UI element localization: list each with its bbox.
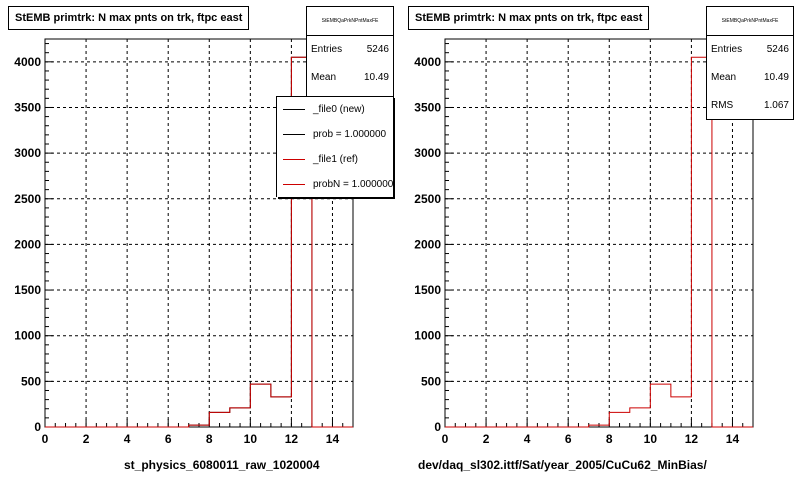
legend-label: probN = 1.000000: [313, 179, 393, 190]
histogram-series: [445, 56, 753, 428]
right-chart-title: StEMB primtrk: N max pnts on trk, ftpc e…: [408, 6, 650, 30]
stats-key: Mean: [311, 72, 337, 83]
y-tick-label: 500: [421, 374, 441, 388]
legend-entry: probN = 1.000000: [277, 172, 393, 197]
y-tick-label: 4000: [414, 55, 441, 69]
legend-entry: _file1 (ref): [277, 147, 393, 172]
stats-value: 5246: [766, 44, 789, 55]
x-tick-label: 14: [726, 432, 740, 446]
x-tick-label: 10: [244, 432, 258, 446]
stats-key: Entries: [711, 44, 743, 55]
legend-label: prob = 1.000000: [313, 129, 387, 140]
y-tick-label: 2500: [414, 192, 441, 206]
legend-box: _file0 (new) prob = 1.000000 _file1 (ref…: [276, 96, 393, 197]
legend-label: _file1 (ref): [313, 154, 359, 165]
x-tick-label: 0: [442, 432, 449, 446]
legend-entry: prob = 1.000000: [277, 122, 393, 147]
x-tick-label: 12: [685, 432, 699, 446]
stats-value: 10.49: [763, 72, 789, 83]
x-tick-label: 8: [606, 432, 613, 446]
x-tick-label: 10: [644, 432, 658, 446]
right-x-axis-label: dev/daq_sl302.ittf/Sat/year_2005/CuCu62_…: [418, 458, 707, 472]
stats-value: 1.067: [763, 100, 789, 111]
right-pad: 0 2 4 6 8 10 12 14 0 500 1000 1500 2000 2500 3000 3500 4…: [400, 0, 800, 480]
y-tick-label: 3500: [414, 100, 441, 114]
y-tick-label: 3000: [14, 146, 41, 160]
x-tick-label: 2: [483, 432, 490, 446]
legend-swatch: [283, 109, 305, 110]
y-tick-label: 0: [34, 420, 41, 434]
right-stats-name: StEMBQaPrkNPntMaxFE: [707, 7, 793, 36]
y-tick-label: 3500: [14, 100, 41, 114]
histogram-series: [45, 56, 353, 428]
x-tick-label: 4: [124, 432, 131, 446]
left-stats-entries: Entries 5246: [307, 36, 393, 64]
left-stats-name: StEMBQaPrkNPntMaxFE: [307, 7, 393, 36]
left-pad: 0 2 4 6 8 10 12 14 0 500 1000 1500 2000 2500 3000 3500 4…: [8, 6, 394, 472]
legend-swatch: [283, 184, 305, 185]
x-tick-label: 0: [42, 432, 49, 446]
x-tick-label: 6: [565, 432, 572, 446]
x-tick-label: 2: [83, 432, 90, 446]
stats-key: Mean: [711, 72, 737, 83]
right-plot: 0 2 4 6 8 10 12 14 0 500 1000 1500 2000 2500 3000 3500 4…: [414, 38, 754, 446]
y-tick-label: 2000: [414, 237, 441, 251]
x-tick-label: 12: [285, 432, 299, 446]
stats-value: 5246: [366, 44, 389, 55]
legend-entry: _file0 (new): [277, 97, 393, 122]
stats-key: RMS: [711, 100, 734, 111]
y-tick-label: 500: [21, 374, 41, 388]
y-tick-label: 3000: [414, 146, 441, 160]
y-tick-label: 1500: [414, 283, 441, 297]
y-tick-label: 2500: [14, 192, 41, 206]
right-stats-box: StEMBQaPrkNPntMaxFE Entries 5246 Mean 10…: [706, 6, 794, 120]
left-chart-title: StEMB primtrk: N max pnts on trk, ftpc e…: [8, 6, 250, 30]
x-tick-label: 4: [524, 432, 531, 446]
y-tick-label: 1000: [14, 329, 41, 343]
y-tick-label: 2000: [14, 237, 41, 251]
y-tick-label: 1500: [14, 283, 41, 297]
stats-value: 10.49: [363, 72, 389, 83]
left-stats-mean: Mean 10.49: [307, 64, 393, 92]
x-tick-label: 8: [206, 432, 213, 446]
left-x-axis-label: st_physics_6080011_raw_1020004: [124, 458, 320, 472]
y-tick-label: 0: [434, 420, 441, 434]
x-tick-label: 6: [165, 432, 172, 446]
stats-key: Entries: [311, 44, 343, 55]
y-tick-label: 1000: [414, 329, 441, 343]
plot-frame: [444, 38, 754, 428]
x-tick-label: 14: [326, 432, 340, 446]
right-stats-entries: Entries 5246: [707, 36, 793, 64]
y-tick-label: 4000: [14, 55, 41, 69]
legend-label: _file0 (new): [313, 104, 365, 115]
right-stats-mean: Mean 10.49: [707, 64, 793, 92]
legend-swatch: [283, 134, 305, 135]
legend-swatch: [283, 159, 305, 160]
right-stats-rms: RMS 1.067: [707, 92, 793, 120]
